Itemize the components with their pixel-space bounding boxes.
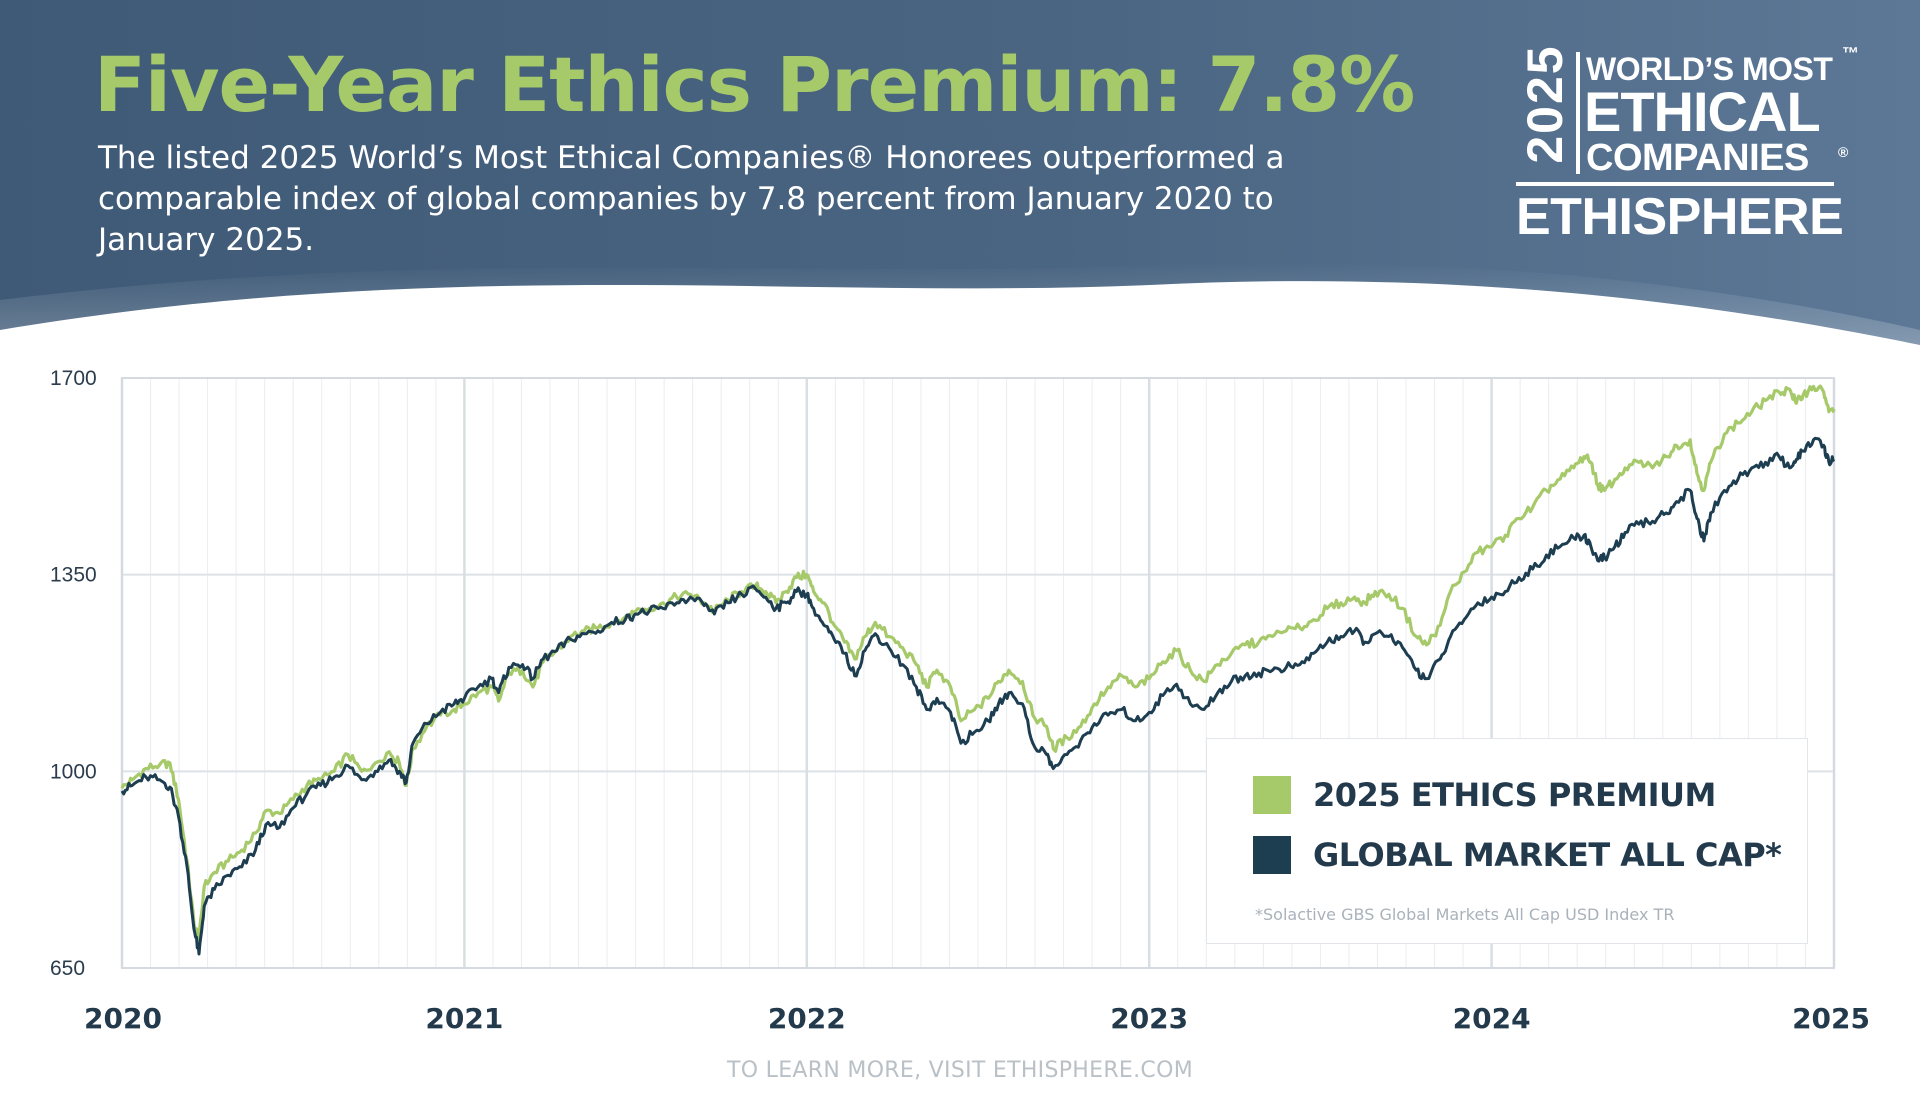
series-lines: [120, 384, 1836, 956]
logo-line-2: ETHICAL: [1584, 80, 1821, 143]
logo-line-1: WORLD’S MOST: [1586, 51, 1833, 87]
plot-border: [121, 377, 1835, 969]
logo-divider: [1576, 52, 1580, 174]
legend-footnote: *Solactive GBS Global Markets All Cap US…: [1255, 905, 1675, 924]
y-tick-label: 1000: [50, 760, 97, 783]
plot-frame: [121, 377, 1835, 969]
x-tick-label: 2025: [1792, 1002, 1870, 1035]
series-line-global-market: [120, 436, 1836, 956]
y-tick-label: 1700: [50, 367, 97, 390]
x-tick-label: 2024: [1453, 1002, 1531, 1035]
y-axis: 1700 1350 1000 650: [50, 367, 97, 980]
legend-swatch-green: [1253, 776, 1291, 814]
x-axis: 2020 2021 2022 2023 2024 2025: [84, 1002, 1870, 1035]
chart-legend: 2025 ETHICS PREMIUM GLOBAL MARKET ALL CA…: [1206, 738, 1808, 944]
page-subtitle: The listed 2025 World’s Most Ethical Com…: [98, 140, 1285, 258]
x-tick-label: 2021: [425, 1002, 503, 1035]
logo-registered: ®: [1838, 144, 1849, 160]
ethisphere-logo: 2025 WORLD’S MOST ™ ETHICAL COMPANIES ® …: [1516, 44, 1859, 248]
logo-trademark: ™: [1842, 44, 1859, 63]
logo-line-3: COMPANIES: [1586, 137, 1809, 179]
x-tick-label: 2020: [84, 1002, 162, 1035]
header-banner: [0, 0, 1920, 345]
legend-label: 2025 ETHICS PREMIUM: [1313, 776, 1716, 814]
legend-item-ethics-premium: 2025 ETHICS PREMIUM: [1253, 775, 1716, 815]
series-line-ethics-premium: [120, 384, 1836, 943]
x-tick-label: 2023: [1110, 1002, 1188, 1035]
page-title: Five-Year Ethics Premium: 7.8%: [94, 40, 1415, 129]
logo-rule: [1516, 182, 1834, 186]
legend-item-global-market: GLOBAL MARKET ALL CAP*: [1253, 835, 1782, 875]
legend-label: GLOBAL MARKET ALL CAP*: [1313, 836, 1782, 874]
y-tick-label: 1350: [50, 564, 97, 587]
minor-gridlines: [150, 378, 1806, 968]
y-tick-label: 650: [50, 957, 85, 980]
logo-brand: ETHISPHERE: [1516, 188, 1844, 246]
x-tick-label: 2022: [768, 1002, 846, 1035]
footer-link-text: TO LEARN MORE, VISIT ETHISPHERE.COM: [727, 1058, 1193, 1083]
legend-swatch-navy: [1253, 836, 1291, 874]
